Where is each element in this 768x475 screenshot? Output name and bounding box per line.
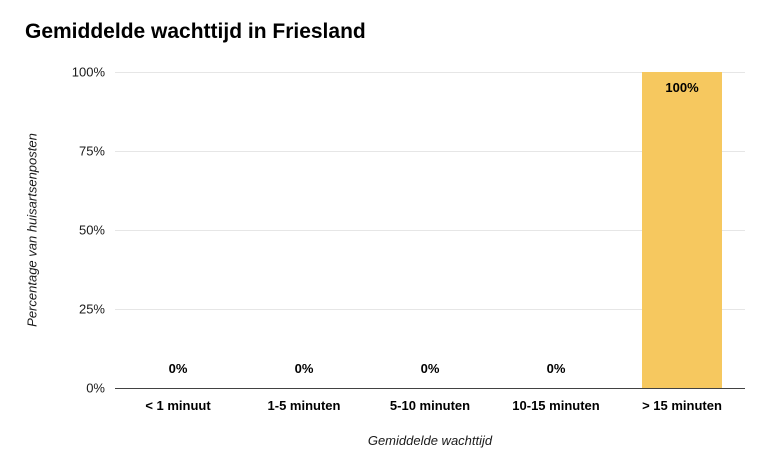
y-tick-label: 100% [71,64,105,80]
plot-area: 0% 25% 50% 75% 100% 0% < 1 minuut 0% 1-5 minuten… [72,65,745,413]
bar-value-label: 0% [420,361,440,376]
x-category-label: > 15 minuten [642,398,722,413]
chart-title: Gemiddelde wachttijd in Friesland [25,20,366,43]
x-axis-title: Gemiddelde wachttijd [367,433,493,448]
y-tick-label: 50% [78,222,105,238]
bar-value-label: 100% [665,80,699,95]
y-tick-label: 75% [78,143,105,159]
y-tick-label: 25% [78,301,105,317]
bar-4 [642,72,722,388]
x-category-label: 1-5 minuten [267,398,341,413]
bar-value-label: 0% [168,361,188,376]
x-category-label: 10-15 minuten [512,398,600,413]
bar-value-label: 0% [294,361,314,376]
bar-value-label: 0% [546,361,566,376]
gridline [115,230,745,231]
x-axis-baseline [115,388,745,389]
y-tick-label: 0% [86,380,105,396]
gridline [115,72,745,73]
gridline [115,309,745,310]
y-axis-title: Percentage van huisartsenposten [24,133,40,327]
x-category-label: < 1 minuut [145,398,211,413]
x-category-label: 5-10 minuten [389,398,471,413]
gridline [115,151,745,152]
